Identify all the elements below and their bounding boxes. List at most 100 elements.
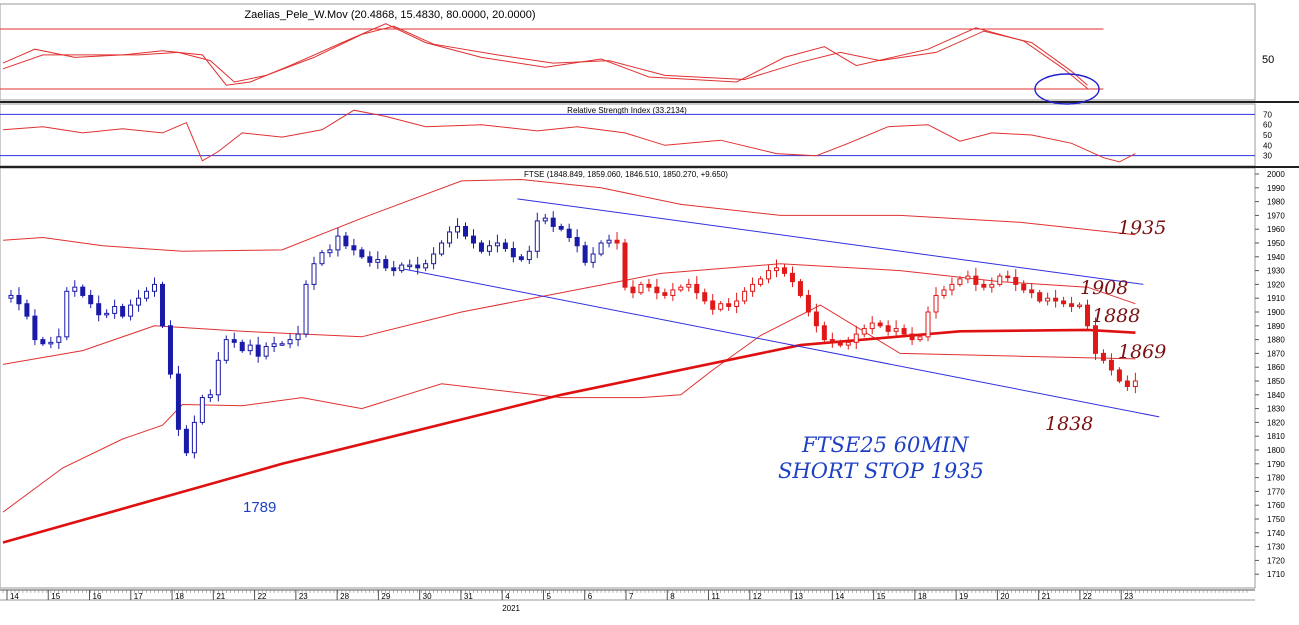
y-tick-label: 1840 — [1267, 391, 1285, 400]
candle-body — [255, 344, 261, 357]
x-day-label: 29 — [381, 592, 390, 601]
y-tick-label: 1730 — [1267, 543, 1285, 552]
candle-body — [654, 286, 660, 294]
y-tick-label: 1990 — [1267, 184, 1285, 193]
candle-body — [510, 248, 516, 258]
candle-body — [750, 283, 756, 292]
rsi-panel — [0, 109, 1255, 163]
candle-body — [399, 264, 405, 272]
candle-body — [774, 267, 780, 272]
x-day-label: 8 — [670, 592, 675, 601]
candle-body — [678, 286, 684, 291]
candle-body — [566, 228, 572, 238]
candle-body — [781, 267, 787, 274]
candle-body — [734, 300, 740, 307]
candle-body — [702, 292, 708, 302]
y-tick-label: 1720 — [1267, 556, 1285, 565]
channel-lower-line — [397, 267, 1160, 418]
candle-body — [1108, 359, 1114, 371]
candle-body — [805, 294, 811, 313]
candle-body — [813, 311, 819, 327]
candle-body — [901, 328, 907, 335]
candle-body — [558, 225, 564, 230]
candle-body — [550, 217, 556, 227]
x-day-label: 17 — [134, 592, 143, 601]
candle-body — [335, 235, 341, 251]
candle-body — [56, 336, 62, 343]
candle-body — [502, 242, 508, 250]
rsi-line — [2, 109, 1136, 163]
candle-body — [981, 283, 987, 288]
candle-body — [973, 275, 979, 285]
candle-body — [494, 242, 500, 247]
candle-body — [391, 267, 397, 272]
oscillator-panel — [0, 23, 1104, 105]
candle-body — [271, 343, 277, 347]
candle-body — [1021, 283, 1027, 291]
y-tick-label: 1760 — [1267, 501, 1285, 510]
bollinger-upper — [2, 178, 1136, 252]
candle-body — [662, 292, 668, 296]
y-tick-label: 1940 — [1267, 253, 1285, 262]
candle-body — [1053, 297, 1059, 302]
x-day-label: 23 — [1124, 592, 1133, 601]
candle-body — [1124, 380, 1130, 388]
candle-body — [1077, 304, 1083, 308]
osc-panel-frame — [0, 3, 1256, 101]
candle-body — [311, 263, 317, 285]
candle-body — [207, 394, 213, 399]
x-day-label: 31 — [464, 592, 473, 601]
y-tick-label: 1960 — [1267, 225, 1285, 234]
candle-body — [1116, 369, 1122, 382]
candle-body — [279, 343, 285, 346]
candle-body — [407, 264, 413, 268]
candle-body — [80, 286, 86, 296]
candle-body — [710, 300, 716, 310]
candle-body — [1100, 352, 1106, 361]
candle-body — [726, 303, 732, 307]
candle-body — [439, 242, 445, 255]
candle-body — [694, 283, 700, 294]
candle-body — [8, 294, 14, 299]
candle-body — [582, 245, 588, 263]
candle-body — [16, 294, 22, 305]
candle-body — [136, 297, 142, 306]
candle-body — [917, 336, 923, 341]
candle-body — [1061, 300, 1067, 305]
candle-body — [542, 217, 548, 222]
y-tick-label: 1920 — [1267, 280, 1285, 289]
y-tick-label: 1860 — [1267, 363, 1285, 372]
candle-body — [670, 289, 676, 296]
candle-body — [199, 397, 205, 423]
x-day-label: 5 — [546, 592, 551, 601]
y-tick-label: 1830 — [1267, 405, 1285, 414]
x-day-label: 21 — [216, 592, 225, 601]
candle-body — [159, 283, 165, 327]
x-day-label: 4 — [505, 592, 510, 601]
rsi-tick-label: 40 — [1263, 141, 1272, 150]
candle-body — [1037, 292, 1043, 302]
candle-body — [231, 339, 237, 343]
candle-body — [638, 283, 644, 294]
osc-axis-label: 50 — [1262, 54, 1274, 66]
candle-body — [295, 333, 301, 341]
candle-body — [191, 421, 197, 454]
candle-body — [909, 333, 915, 341]
x-day-label: 14 — [10, 592, 19, 601]
x-day-label: 13 — [794, 592, 803, 601]
rsi-tick-label: 50 — [1263, 131, 1272, 140]
bollinger-lower — [2, 304, 1136, 513]
osc-fast-line — [2, 23, 1088, 89]
candle-body — [518, 256, 524, 261]
candle-body — [375, 259, 381, 263]
y-tick-label: 1890 — [1267, 322, 1285, 331]
candle-body — [829, 339, 835, 343]
x-day-label: 12 — [753, 592, 762, 601]
candle-body — [630, 286, 636, 294]
candle-body — [965, 275, 971, 280]
candle-body — [1132, 380, 1138, 388]
candle-body — [327, 249, 333, 254]
y-tick-label: 1870 — [1267, 349, 1285, 358]
